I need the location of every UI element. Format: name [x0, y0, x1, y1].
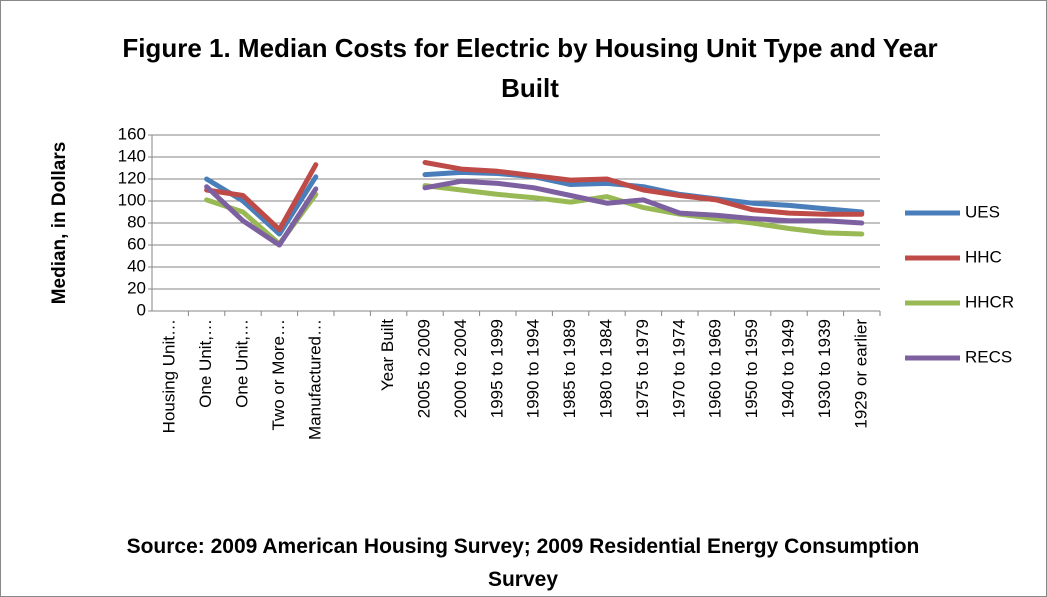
legend-label: HHC	[965, 247, 1002, 266]
x-tick-label: 1930 to 1939	[815, 319, 834, 418]
y-tick-label: 0	[137, 300, 146, 319]
x-tick-label: 1975 to 1979	[633, 319, 652, 418]
x-tick-label: 1929 or earlier	[851, 319, 870, 429]
x-tick-label: 1980 to 1984	[596, 319, 615, 418]
y-tick-label: 60	[127, 234, 146, 253]
series-line	[204, 178, 865, 248]
x-tick-label: One Unit,…	[196, 319, 215, 408]
y-tick-label: 20	[127, 278, 146, 297]
x-tick-label: 1985 to 1989	[560, 319, 579, 418]
x-tick-label: 1970 to 1974	[669, 319, 688, 418]
x-tick-label: 1960 to 1969	[706, 319, 725, 418]
y-tick-label: 120	[118, 168, 146, 187]
y-tick-label: 140	[118, 146, 146, 165]
y-axis-label: Median, in Dollars	[49, 142, 70, 305]
y-tick-label: 100	[118, 190, 146, 209]
chart-title: Figure 1. Median Costs for Electric by H…	[122, 33, 938, 103]
y-tick-label: 160	[118, 124, 146, 143]
legend-label: HHCR	[965, 292, 1014, 311]
y-tick-label: 80	[127, 212, 146, 231]
x-tick-label: 2005 to 2009	[414, 319, 433, 418]
y-tick-label: 40	[127, 256, 146, 275]
x-tick-label: 1990 to 1994	[524, 319, 543, 418]
x-tick-label: Manufactured…	[305, 319, 324, 440]
x-tick-label: 2000 to 2004	[451, 319, 470, 418]
series-line	[204, 160, 865, 233]
x-tick-label: Housing Unit…	[160, 319, 179, 433]
legend-label: RECS	[965, 347, 1012, 366]
x-tick-label: 1995 to 1999	[487, 319, 506, 418]
chart-source: Source: 2009 American Housing Survey; 20…	[126, 535, 920, 591]
x-tick-label: 1940 to 1949	[778, 319, 797, 418]
x-tick-label: 1950 to 1959	[742, 319, 761, 418]
legend-label: UES	[965, 202, 1000, 221]
x-tick-label: Two or More…	[269, 319, 288, 430]
x-tick-label: One Unit,…	[232, 319, 251, 408]
x-tick-label: Year Built	[378, 319, 397, 391]
